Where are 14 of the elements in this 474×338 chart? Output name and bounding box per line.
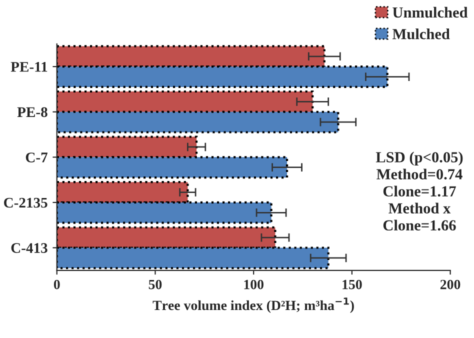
x-tick-label: 50 xyxy=(148,280,162,290)
y-tick-label: C-7 xyxy=(26,152,48,162)
x-tick-label: 0 xyxy=(54,280,60,290)
y-tick-label: PE-8 xyxy=(17,107,48,118)
annotation: LSD (p<0.05) Method=0.74 Clone=1.17 Method x Clone=1.66 xyxy=(376,152,463,231)
x-tick-label: 150 xyxy=(342,280,362,290)
y-tick-label: C-2135 xyxy=(4,198,48,208)
x-tick-label: 200 xyxy=(440,280,460,290)
y-tick-label: PE-11 xyxy=(10,62,48,72)
x-tick-label: 100 xyxy=(244,280,264,290)
y-tick-label: C-413 xyxy=(11,243,48,253)
x-axis-title: Tree volume index (D²H; m³ha$^{−1}$) xyxy=(152,298,354,313)
legend-label: Unmulched xyxy=(392,6,468,18)
legend-label: Mulched xyxy=(392,28,450,40)
